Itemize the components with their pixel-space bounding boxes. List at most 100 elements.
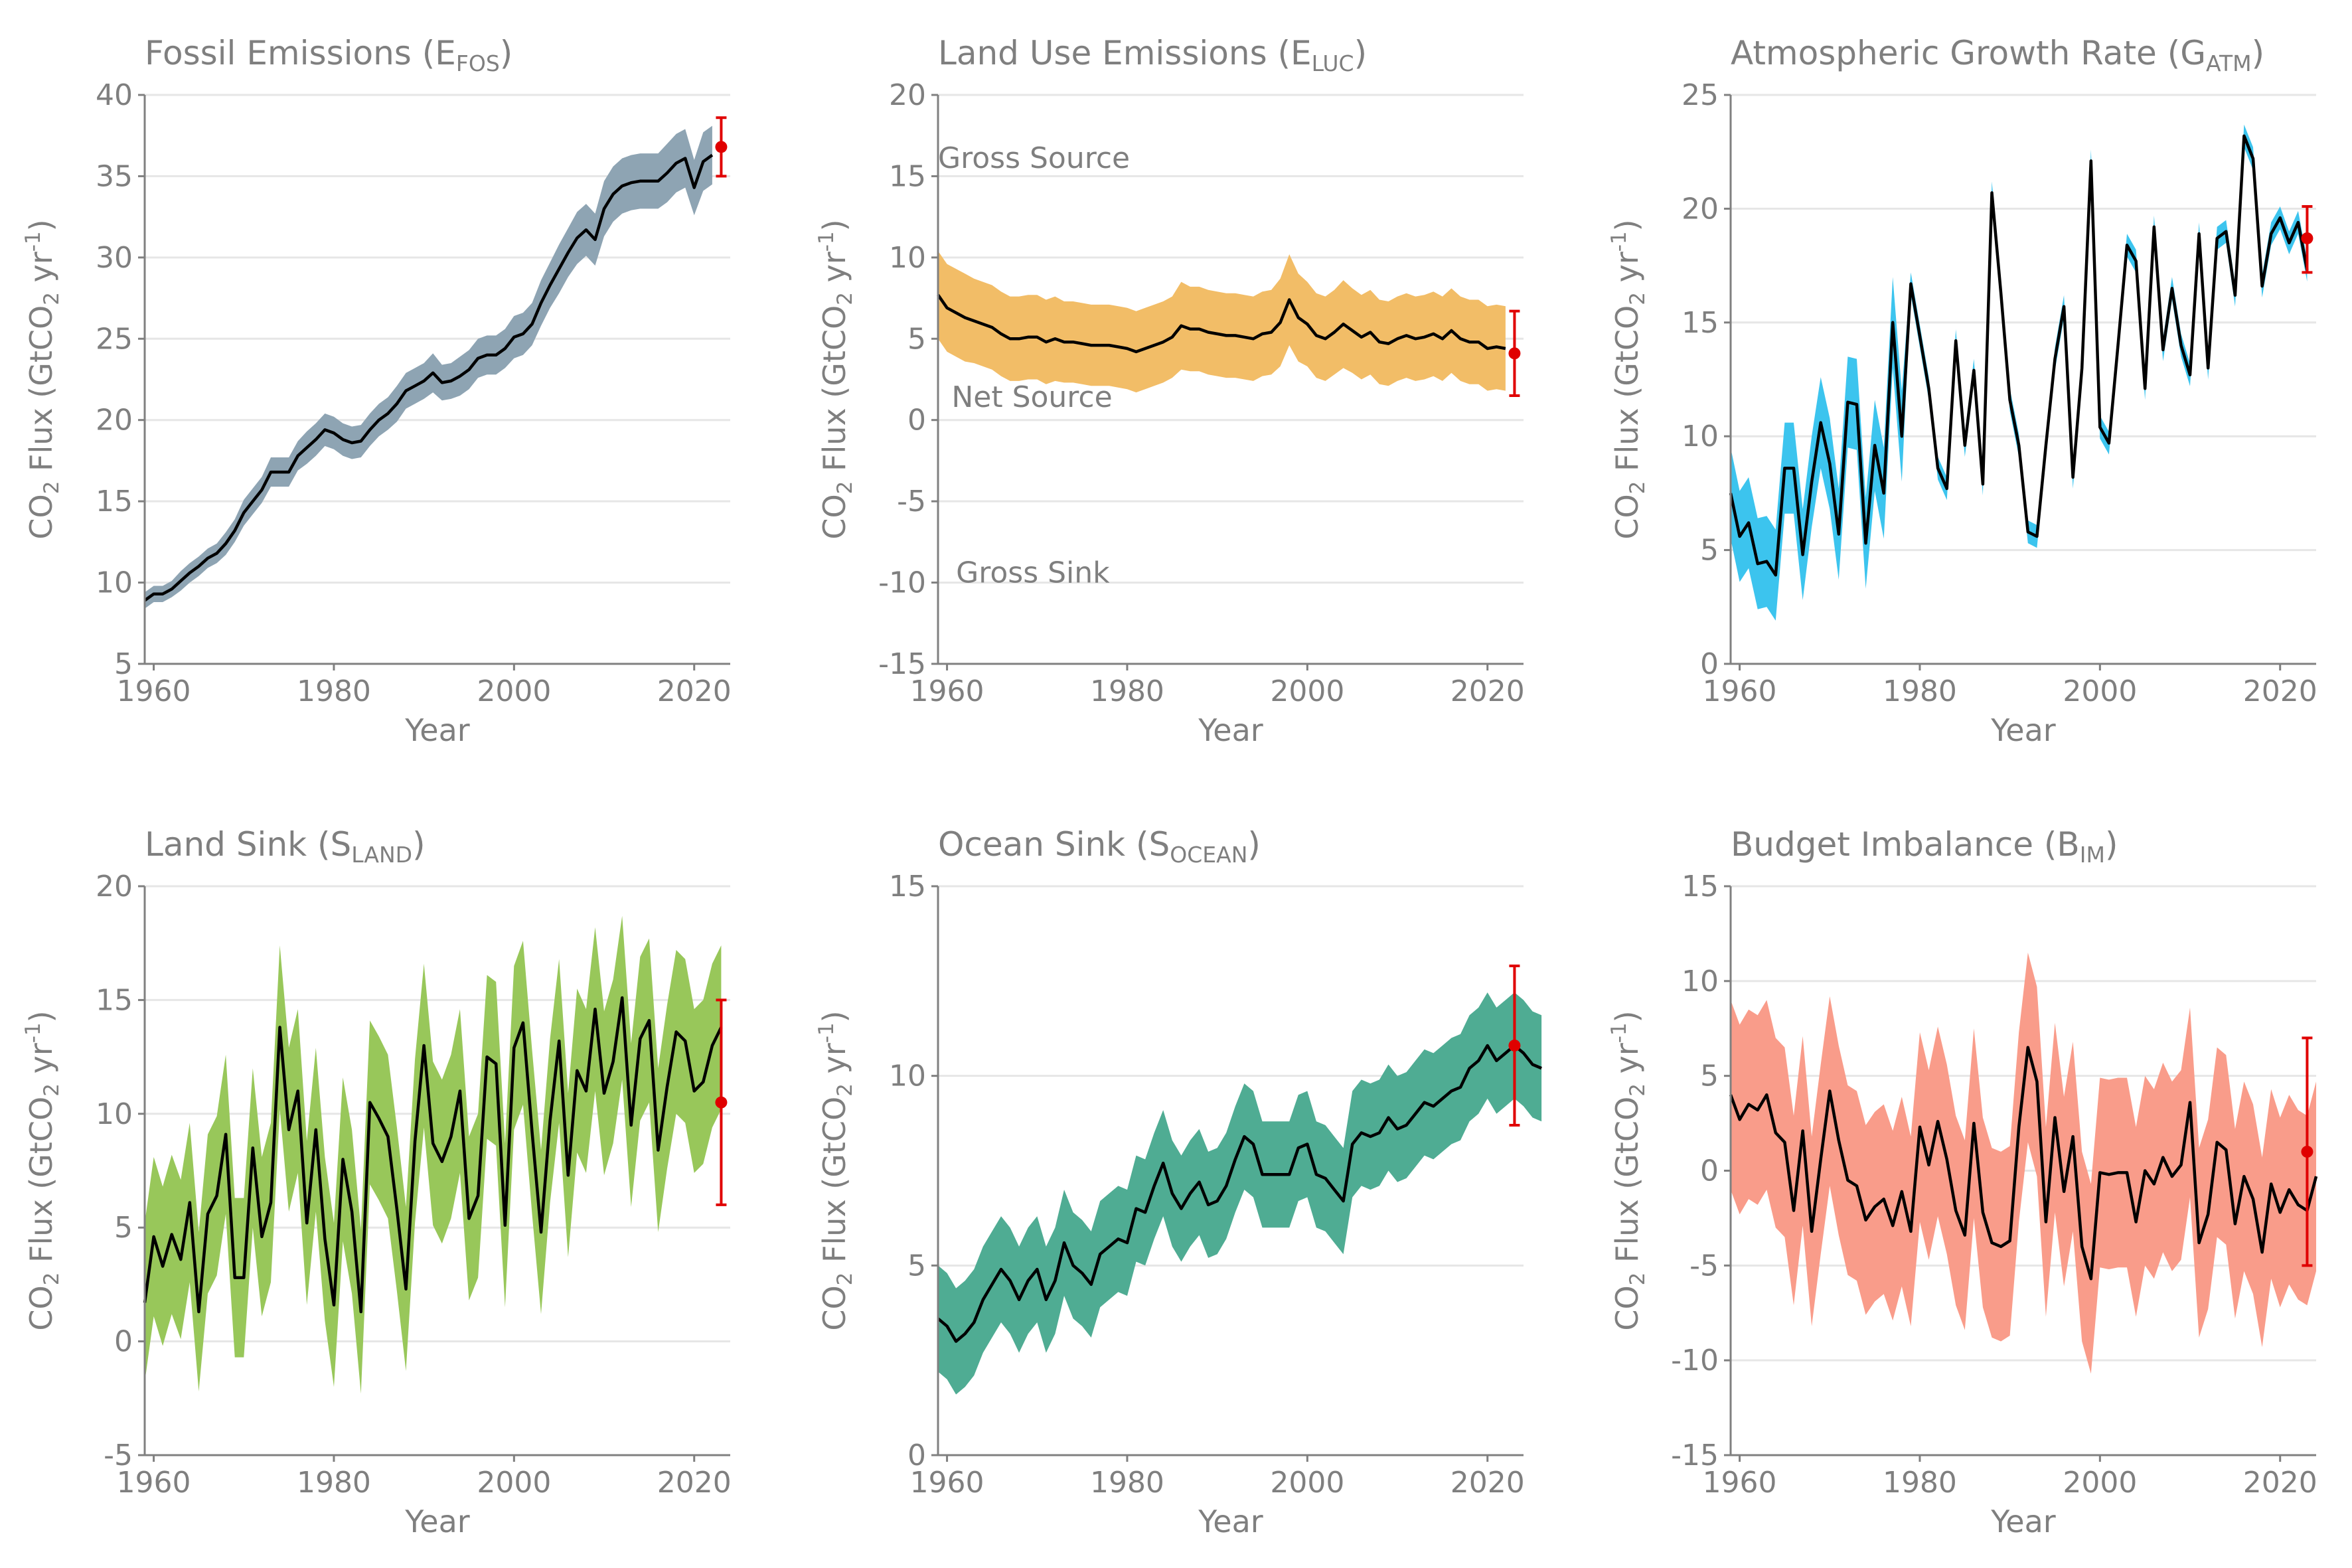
panel-title: Ocean Sink (SOCEAN) <box>938 825 1261 868</box>
projection-point <box>1508 1039 1521 1052</box>
series-line <box>1729 134 2309 577</box>
y-axis-label: CO2 Flux (GtCO2 yr-1) <box>815 219 857 539</box>
y-tick-label: -15 <box>1671 1439 1719 1472</box>
uncertainty-band <box>938 251 1506 393</box>
x-tick-label: 1980 <box>1883 1466 1957 1500</box>
y-tick-label: 15 <box>96 983 133 1017</box>
y-axis-label: CO2 Flux (GtCO2 yr-1) <box>1607 1010 1650 1330</box>
uncertainty-band <box>938 992 1542 1395</box>
uncertainty-band <box>1731 953 2316 1374</box>
y-tick-label: 25 <box>1682 78 1719 112</box>
x-tick-label: 1980 <box>297 1466 371 1500</box>
panel-5: 0 5 10 15 1960 1980 2000 2020 Ocean Sink (SOCEAN… <box>815 825 1542 1539</box>
y-tick-label: 10 <box>1682 965 1719 998</box>
y-axis-label: CO2 Flux (GtCO2 yr-1) <box>1607 219 1650 539</box>
x-tick-label: 1960 <box>117 1466 191 1500</box>
y-tick-label: 25 <box>96 322 133 356</box>
annotation-label: Gross Sink <box>956 556 1110 590</box>
y-tick-label: 0 <box>114 1325 133 1359</box>
x-axis-label: Year <box>404 712 469 748</box>
y-tick-label: 15 <box>889 870 926 903</box>
y-tick-label: 0 <box>1700 1154 1719 1188</box>
y-tick-label: 10 <box>96 1097 133 1131</box>
y-tick-label: 20 <box>96 404 133 437</box>
y-tick-label: 15 <box>1682 870 1719 903</box>
y-tick-label: 15 <box>1682 306 1719 340</box>
x-tick-label: 2020 <box>2243 1466 2317 1500</box>
y-tick-label: 10 <box>889 241 926 275</box>
x-axis-label: Year <box>404 1504 469 1539</box>
y-tick-label: 10 <box>889 1059 926 1093</box>
y-tick-label: -10 <box>1671 1344 1719 1377</box>
x-tick-label: 2020 <box>657 1466 732 1500</box>
panel-3: 0 5 10 15 20 25 1960 1980 2000 2020 Atmospheric Gr… <box>1607 34 2317 748</box>
series-line <box>937 1044 1542 1343</box>
panel-6: -15 -10 -5 0 5 10 15 1960 1980 2000 2020 Budget Imb… <box>1607 825 2318 1539</box>
panel-2: -15 -10 -5 0 5 10 15 20 1960 1980 2000 2020 Land Use… <box>815 34 1525 748</box>
panel-1: 5 10 15 20 25 30 35 40 1960 1980 2000 2020 Fossil Em… <box>21 34 732 748</box>
x-tick-label: 1960 <box>1703 674 1777 708</box>
x-tick-label: 2000 <box>1270 674 1344 708</box>
projection-point <box>2301 232 2313 244</box>
y-tick-label: 10 <box>1682 420 1719 453</box>
projection-point <box>715 1096 728 1109</box>
x-tick-label: 1960 <box>117 674 191 708</box>
x-axis-label: Year <box>1990 712 2055 748</box>
y-tick-label: 35 <box>96 159 133 193</box>
y-tick-label: 10 <box>96 566 133 600</box>
y-axis-label: CO2 Flux (GtCO2 yr-1) <box>21 1010 64 1330</box>
y-tick-label: 5 <box>907 322 926 356</box>
y-tick-label: -5 <box>897 485 926 518</box>
projection-point <box>2301 1145 2313 1158</box>
x-tick-label: 1960 <box>910 674 984 708</box>
y-tick-label: 20 <box>889 78 926 112</box>
x-tick-label: 2000 <box>477 1466 551 1500</box>
x-tick-label: 1980 <box>1883 674 1957 708</box>
x-tick-label: 2000 <box>2063 674 2137 708</box>
x-tick-label: 1980 <box>1090 674 1164 708</box>
projection-point <box>715 141 728 153</box>
y-tick-label: 5 <box>114 647 133 681</box>
y-tick-label: 5 <box>1700 534 1719 568</box>
x-axis-label: Year <box>1198 712 1263 748</box>
y-tick-label: 30 <box>96 241 133 275</box>
x-tick-label: 1980 <box>1090 1466 1164 1500</box>
x-axis-label: Year <box>1990 1504 2055 1539</box>
y-tick-label: -10 <box>878 566 926 600</box>
x-tick-label: 2000 <box>2063 1466 2137 1500</box>
y-tick-label: 5 <box>1700 1059 1719 1093</box>
panel-title: Atmospheric Growth Rate (GATM) <box>1731 34 2264 76</box>
panel-title: Budget Imbalance (BIM) <box>1731 825 2118 868</box>
annotation-label: Gross Source <box>938 141 1130 175</box>
uncertainty-band <box>145 915 722 1394</box>
x-tick-label: 1960 <box>1703 1466 1777 1500</box>
y-axis-label: CO2 Flux (GtCO2 yr-1) <box>815 1010 857 1330</box>
x-tick-label: 2000 <box>1270 1466 1344 1500</box>
uncertainty-band <box>1731 124 2308 621</box>
series-line <box>143 153 714 602</box>
annotation-label: Net Source <box>951 380 1112 414</box>
projection-point <box>1508 347 1521 360</box>
y-tick-label: 0 <box>907 1439 926 1472</box>
y-tick-label: -5 <box>1689 1249 1719 1283</box>
x-tick-label: 1980 <box>297 674 371 708</box>
y-tick-label: 40 <box>96 78 133 112</box>
x-tick-label: 2020 <box>1450 1466 1525 1500</box>
panel-title: Fossil Emissions (EFOS) <box>145 34 512 76</box>
series-line <box>143 996 723 1314</box>
panel-4: -5 0 5 10 15 20 1960 1980 2000 2020 Land Sink (SLA… <box>21 825 732 1539</box>
panel-title: Land Sink (SLAND) <box>145 825 426 868</box>
x-tick-label: 2020 <box>657 674 732 708</box>
y-tick-label: -15 <box>878 647 926 681</box>
y-tick-label: 0 <box>1700 647 1719 681</box>
x-tick-label: 2000 <box>477 674 551 708</box>
y-axis-label: CO2 Flux (GtCO2 yr-1) <box>21 219 64 539</box>
y-tick-label: 0 <box>907 404 926 437</box>
panel-title: Land Use Emissions (ELUC) <box>938 34 1367 76</box>
x-axis-label: Year <box>1198 1504 1263 1539</box>
y-tick-label: -5 <box>104 1439 133 1472</box>
y-tick-label: 5 <box>114 1211 133 1245</box>
x-tick-label: 2020 <box>1450 674 1525 708</box>
y-tick-label: 15 <box>96 485 133 518</box>
